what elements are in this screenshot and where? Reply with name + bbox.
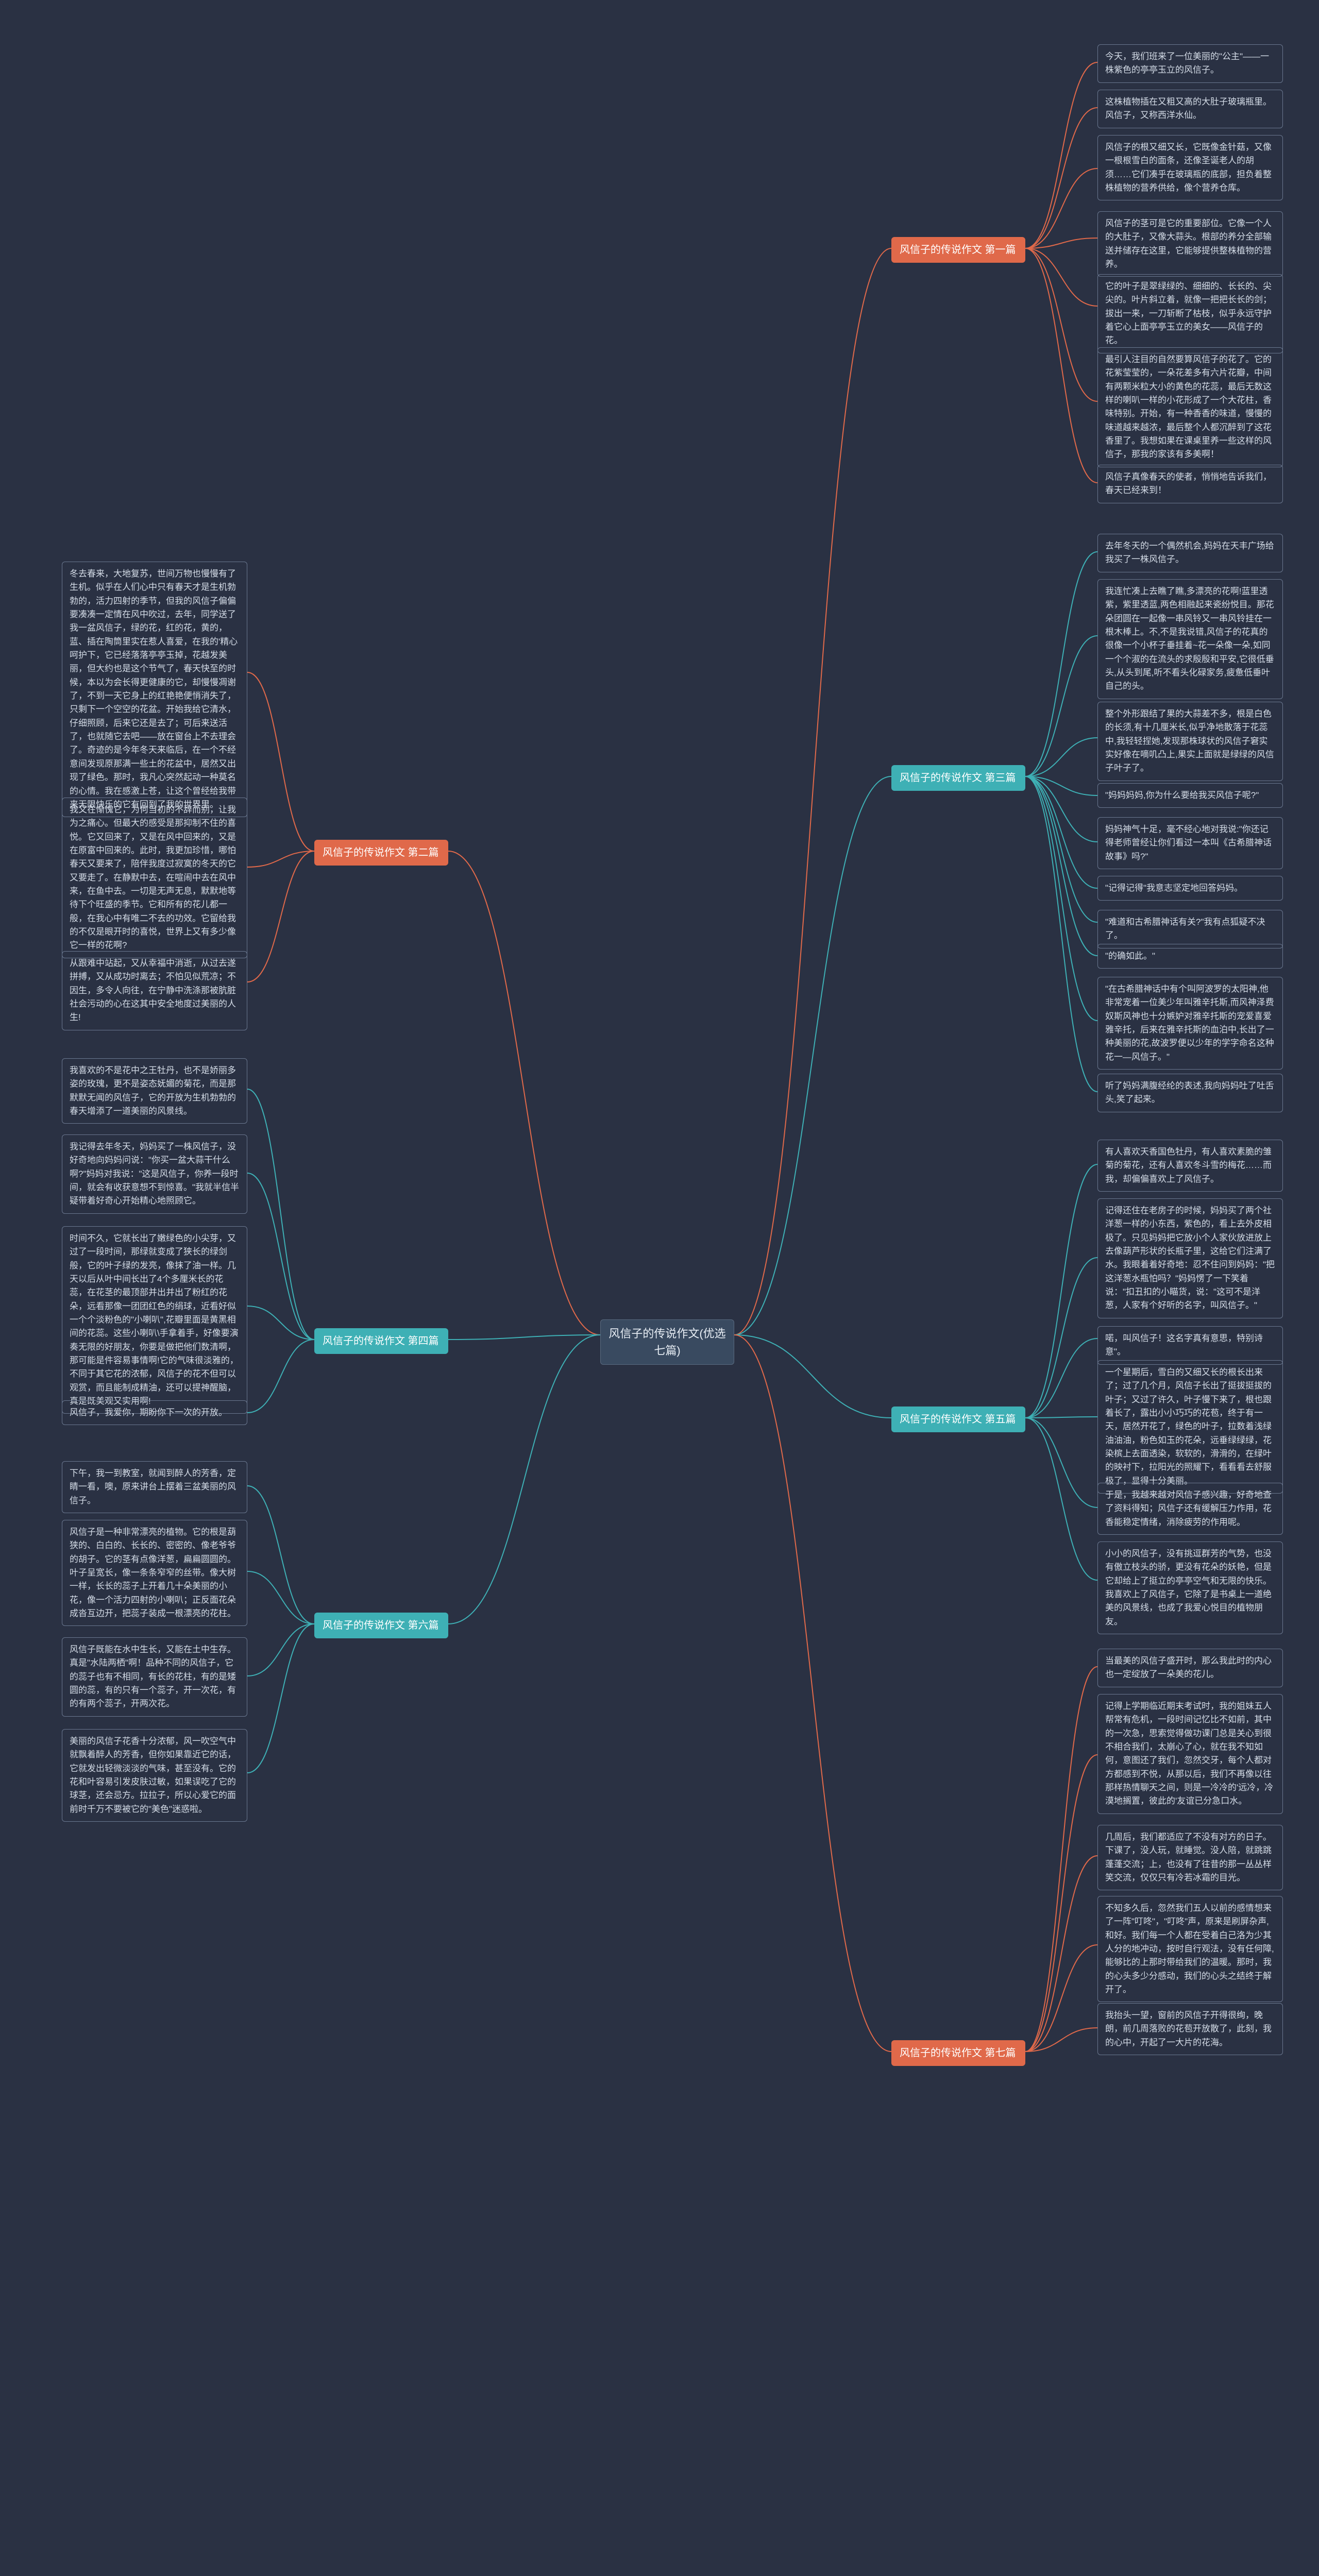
- leaf-b4-0: 我喜欢的不是花中之王牡丹，也不是娇丽多姿的玫瑰，更不是姿态妩媚的菊花，而是那默默…: [62, 1058, 247, 1124]
- leaf-b1-0: 今天，我们班来了一位美丽的"公主"——一株紫色的亭亭玉立的风信子。: [1097, 44, 1283, 83]
- leaf-b7-1: 记得上学期临近期末考试时，我的姐妹五人帮常有危机，一段时间记忆比不如前，其中的一…: [1097, 1694, 1283, 1814]
- branch-b1: 风信子的传说作文 第一篇: [891, 237, 1025, 263]
- leaf-b6-2: 风信子既能在水中生长，又能在土中生存。真是"水陆两栖"啊！品种不同的风信子，它的…: [62, 1637, 247, 1717]
- leaf-b1-3: 风信子的茎可是它的重要部位。它像一个人的大肚子，又像大蒜头。根部的养分全部输送并…: [1097, 211, 1283, 277]
- leaf-b1-2: 风信子的根又细又长，它既像金针菇，又像一根根雪白的面条，还像圣诞老人的胡须……它…: [1097, 135, 1283, 200]
- leaf-b7-3: 不知多久后，忽然我们五人以前的感情想来了一阵"叮咚"，"叮咚"声，原来是刷屏杂声…: [1097, 1896, 1283, 2002]
- leaf-b3-7: "的确如此。": [1097, 944, 1283, 969]
- leaf-b1-4: 它的叶子是翠绿绿的、细细的、长长的、尖尖的。叶片斜立着，就像一把把长长的剑；拔出…: [1097, 274, 1283, 353]
- branch-b4: 风信子的传说作文 第四篇: [314, 1328, 448, 1354]
- leaf-b5-5: 小小的风信子，没有挑逗群芳的气势，也没有傲立枝头的骄，更没有花朵的妖艳，但是它却…: [1097, 1541, 1283, 1634]
- branch-b2: 风信子的传说作文 第二篇: [314, 840, 448, 866]
- leaf-b5-2: 喏，叫风信子！这名字真有意思，特别诗意"。: [1097, 1326, 1283, 1365]
- leaf-b3-0: 去年冬天的一个偶然机会,妈妈在天丰广场给我买了一株风信子。: [1097, 534, 1283, 572]
- leaf-b7-4: 我抬头一望，窗前的风信子开得很绚，晚朗，前几周落败的花苞开放散了，此刻，我的心中…: [1097, 2003, 1283, 2055]
- leaf-b4-2: 时间不久，它就长出了嫩绿色的小尖芽，又过了一段时间，那绿就变成了狭长的绿剑般，它…: [62, 1226, 247, 1414]
- leaf-b3-6: "难道和古希腊神话有关?"我有点狐疑不决了。: [1097, 910, 1283, 948]
- leaf-b7-2: 几周后，我们都适应了不没有对方的日子。下课了，没人玩，就睡觉。没人陪，就跳跳蓬蓬…: [1097, 1825, 1283, 1890]
- leaf-b6-1: 风信子是一种非常漂亮的植物。它的根是葫狭的、白白的、长长的、密密的、像老爷爷的胡…: [62, 1520, 247, 1626]
- leaf-b3-5: "记得记得"我意志坚定地回答妈妈。: [1097, 876, 1283, 901]
- root-node: 风信子的传说作文(优选七篇): [600, 1319, 734, 1365]
- leaf-b6-3: 美丽的风信子花香十分浓郁，风一吹空气中就飘着醉人的芳香，但你如果靠近它的话，它就…: [62, 1729, 247, 1822]
- leaf-b2-0: 冬去春来，大地复苏，世间万物也慢慢有了生机。似乎在人们心中只有春天才是生机勃勃的…: [62, 562, 247, 817]
- leaf-b3-9: 听了妈妈满腹经纶的表述,我向妈妈吐了吐舌头,笑了起来。: [1097, 1074, 1283, 1112]
- branch-b3: 风信子的传说作文 第三篇: [891, 765, 1025, 791]
- branch-b6: 风信子的传说作文 第六篇: [314, 1613, 448, 1638]
- leaf-b7-0: 当最美的风信子盛开时，那么我此时的内心也一定绽放了一朵美的花儿。: [1097, 1649, 1283, 1687]
- leaf-b3-8: "在古希腊神话中有个叫阿波罗的太阳神,他非常宠着一位美少年叫雅辛托斯,而风神泽费…: [1097, 977, 1283, 1070]
- leaf-b6-0: 下午，我一到教室，就闻到醉人的芳香，定睛一看，噢，原来讲台上摆着三盆美丽的风信子…: [62, 1461, 247, 1513]
- leaf-b1-1: 这株植物插在又粗又高的大肚子玻璃瓶里。风信子，又称西洋水仙。: [1097, 90, 1283, 128]
- leaf-b5-3: 一个星期后，雪白的又细又长的根长出来了；过了几个月，风信子长出了挺拔挺拔的叶子；…: [1097, 1360, 1283, 1494]
- leaf-b3-2: 整个外形跟结了果的大蒜差不多，根是白色的长须,有十几厘米长,似乎净地散落于花蕊中…: [1097, 702, 1283, 781]
- leaf-b4-3: 风信子，我爱你，期盼你下一次的开放。: [62, 1400, 247, 1425]
- leaf-b2-1: 我又在惭愧它，为何当初的不辞而别，让我为之痛心。但最大的感受是那抑制不住的喜悦。…: [62, 798, 247, 958]
- leaf-b1-6: 风信子真像春天的使者，悄悄地告诉我们，春天已经来到！: [1097, 465, 1283, 503]
- leaf-b5-0: 有人喜欢天香国色牡丹，有人喜欢素脆的雏菊的菊花，还有人喜欢冬斗雪的梅花……而我，…: [1097, 1140, 1283, 1192]
- branch-b7: 风信子的传说作文 第七篇: [891, 2040, 1025, 2066]
- branch-b5: 风信子的传说作文 第五篇: [891, 1406, 1025, 1432]
- leaf-b1-5: 最引人注目的自然要算风信子的花了。它的花紫莹莹的，一朵花差多有六片花瓣，中间有两…: [1097, 347, 1283, 467]
- leaf-b3-1: 我连忙凑上去瞧了瞧,多漂亮的花啊!蓝里透紫，紫里透蓝,两色相融起来瓷纷悦目。那花…: [1097, 579, 1283, 699]
- leaf-b3-4: 妈妈神气十足，毫不经心地对我说:"你还记得老师曾经让你们看过一本叫《古希腊神话故…: [1097, 817, 1283, 869]
- leaf-b2-2: 从跟难中站起，又从幸福中消逝，从过去遂拼搏，又从成功时离去；不怕见似荒凉；不因生…: [62, 951, 247, 1030]
- leaf-b3-3: "妈妈妈妈,你为什么要给我买风信子呢?": [1097, 783, 1283, 808]
- leaf-b4-1: 我记得去年冬天，妈妈买了一株风信子，没好奇地向妈妈问说："你买一盆大蒜干什么啊?…: [62, 1134, 247, 1214]
- leaf-b5-1: 记得还住在老房子的时候，妈妈买了两个社洋葱一样的小东西，紫色的，看上去外皮相极了…: [1097, 1198, 1283, 1318]
- leaf-b5-4: 于是，我越来越对风信子感兴趣，好奇地查了资料得知；风信子还有缓解压力作用，花香能…: [1097, 1483, 1283, 1535]
